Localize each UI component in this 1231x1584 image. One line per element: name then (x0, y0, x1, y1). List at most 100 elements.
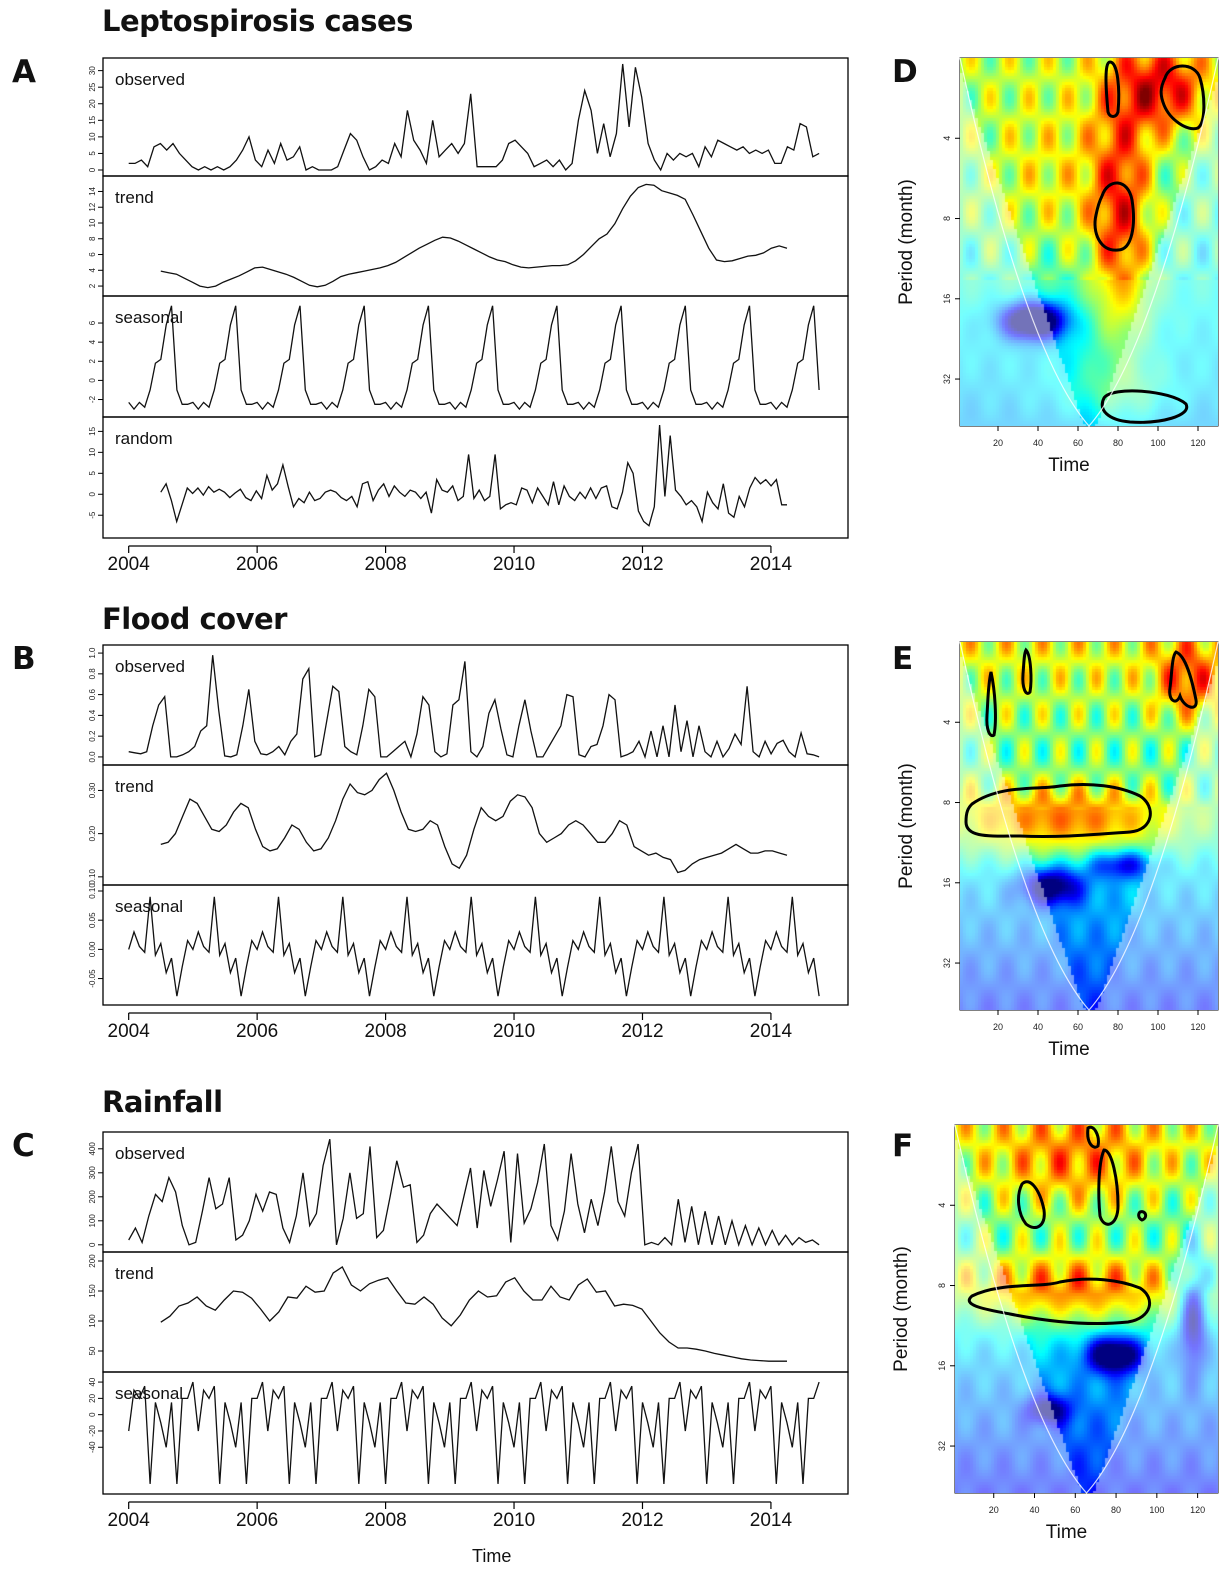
wavelet-power-heatmap-d (960, 58, 1218, 426)
y-tick-label: -0.05 (88, 969, 97, 988)
x-tick-label: 100 (1150, 438, 1165, 448)
y-ticks-observed: 0.0 0.2 0.4 0.6 0.8 1.0 (88, 647, 103, 763)
y-tick-label: 0.2 (88, 730, 97, 742)
x-tick-label: 2010 (493, 1021, 535, 1042)
y-tick-label: 400 (88, 1142, 97, 1156)
wavelet-e-axes: 20 40 60 80 100 120 4 8 16 32 Time Period (month) (896, 641, 1219, 1060)
y-tick-label: 16 (937, 1361, 947, 1371)
panel-letter-a: A (12, 54, 36, 90)
y-tick-label: 100 (88, 1214, 97, 1228)
title-flood-cover: Flood cover (102, 602, 287, 636)
x-tick-label: 2004 (108, 1021, 151, 1042)
heatmap-y-label: Period (month) (896, 179, 917, 305)
y-tick-label: 6 (88, 252, 97, 257)
x-tick-label: 2004 (108, 1510, 151, 1531)
heatmap-x-label: Time (1048, 455, 1090, 476)
x-tick-label: 20 (993, 1022, 1003, 1032)
x-tick-label: 2008 (364, 554, 406, 575)
y-tick-label: 2 (88, 283, 97, 288)
y-tick-label: -40 (88, 1441, 97, 1453)
x-tick-label: 40 (1030, 1505, 1040, 1515)
y-tick-label: 0.30 (88, 782, 97, 798)
x-axis: 2004 2006 2008 2010 2012 2014 (108, 1012, 792, 1042)
y-tick-label: 0.00 (88, 941, 97, 957)
x-tick-label: 120 (1190, 438, 1205, 448)
x-tick-label: 2014 (750, 554, 793, 575)
y-tick-label: 14 (88, 186, 97, 195)
y-tick-label: 16 (942, 878, 952, 888)
x-tick-label: 60 (1073, 438, 1083, 448)
y-tick-label: 200 (88, 1190, 97, 1204)
y-tick-label: 32 (942, 958, 952, 968)
y-tick-label: 4 (942, 136, 952, 141)
series-line-seasonal (128, 896, 820, 997)
y-tick-label: 5 (88, 471, 97, 476)
x-tick-label: 2012 (621, 1021, 663, 1042)
x-tick-label: 2010 (493, 554, 535, 575)
panel-frame-seasonal (102, 884, 849, 1006)
y-tick-label: 12 (88, 202, 97, 211)
chart-flood-decomposition: 0.0 0.2 0.4 0.6 0.8 1.0 observed 0.10 0.20 0.30 tr… (88, 644, 849, 1042)
y-tick-label: 4 (942, 720, 952, 725)
y-tick-label: -5 (88, 511, 97, 519)
y-tick-label: 0 (88, 491, 97, 496)
y-tick-label: 0.8 (88, 668, 97, 680)
heatmap-x-label: Time (1048, 1039, 1090, 1060)
y-tick-label: 5 (88, 151, 97, 156)
x-tick-label: 60 (1070, 1505, 1080, 1515)
y-tick-label: 4 (937, 1203, 947, 1208)
x-tick-label: 100 (1149, 1505, 1164, 1515)
panel-frame-trend (102, 1251, 849, 1373)
x-tick-label: 2006 (236, 554, 278, 575)
y-tick-label: 200 (88, 1254, 97, 1268)
y-tick-label: 1.0 (88, 647, 97, 659)
x-tick-label: 80 (1111, 1505, 1121, 1515)
panel-label-seasonal: seasonal (115, 897, 183, 916)
panel-label-observed: observed (115, 70, 185, 89)
y-ticks-trend: 0.10 0.20 0.30 (88, 782, 103, 885)
series-line-trend (160, 1266, 787, 1362)
series-line-observed (128, 1139, 820, 1247)
x-axis: 2004 2006 2008 2010 2012 2014 (108, 1501, 793, 1531)
x-tick-label: 2014 (750, 1510, 793, 1531)
heatmap-x-label: Time (1046, 1522, 1088, 1543)
x-tick-label: 2012 (621, 554, 663, 575)
y-tick-label: 8 (88, 236, 97, 241)
x-axis: 2004 2006 2008 2010 2012 2014 (108, 545, 793, 575)
decomposition-x-label: Time (472, 1546, 512, 1566)
y-tick-label: 10 (88, 447, 97, 456)
y-tick-label: -20 (88, 1425, 97, 1437)
y-tick-label: 0.0 (88, 751, 97, 763)
y-tick-label: 300 (88, 1166, 97, 1180)
x-tick-label: 60 (1073, 1022, 1083, 1032)
y-tick-label: 20 (88, 99, 97, 108)
series-line-trend (160, 772, 788, 874)
panel-label-observed: observed (115, 657, 185, 676)
panel-frame-seasonal (102, 1371, 849, 1495)
y-tick-label: 0.20 (88, 825, 97, 841)
y-tick-label: 6 (88, 320, 97, 325)
x-tick-label: 80 (1113, 1022, 1123, 1032)
y-ticks-trend: 2 4 6 8 10 12 14 (88, 186, 103, 288)
x-tick-label: 2012 (621, 1510, 663, 1531)
panel-letter-d: D (892, 54, 918, 90)
y-tick-label: 0.05 (88, 912, 97, 928)
panel-frame-observed (102, 644, 849, 766)
series-line-observed (128, 63, 820, 172)
panel-label-trend: trend (115, 1264, 154, 1283)
y-tick-label: -2 (88, 395, 97, 403)
panel-frame-seasonal (102, 295, 849, 418)
x-tick-label: 2006 (236, 1510, 278, 1531)
title-leptospirosis: Leptospirosis cases (102, 4, 413, 38)
y-tick-label: 16 (942, 294, 952, 304)
x-tick-label: 40 (1033, 1022, 1043, 1032)
y-tick-label: 4 (88, 268, 97, 273)
y-tick-label: 20 (88, 1393, 97, 1402)
y-ticks-random: -5 0 5 10 15 (88, 426, 103, 519)
heatmap-y-label: Period (month) (891, 1246, 912, 1372)
panel-letter-b: B (12, 641, 36, 677)
panel-label-seasonal: seasonal (115, 1384, 183, 1403)
y-tick-label: 25 (88, 82, 97, 91)
x-tick-label: 2006 (236, 1021, 278, 1042)
panel-frame-random (102, 416, 849, 539)
